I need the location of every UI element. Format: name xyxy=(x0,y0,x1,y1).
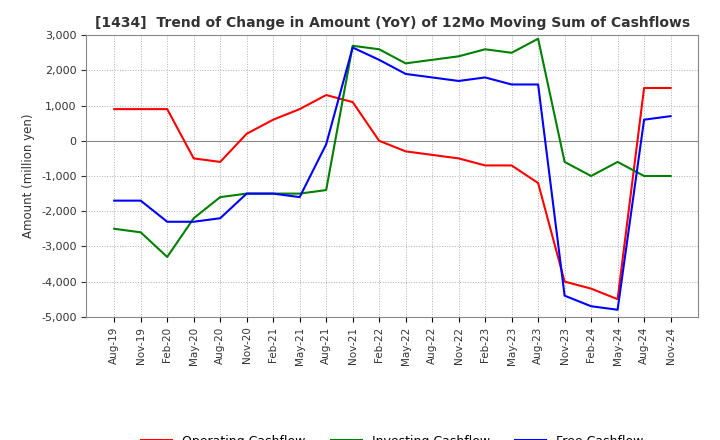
Operating Cashflow xyxy=(269,117,277,122)
Operating Cashflow xyxy=(163,106,171,112)
Free Cashflow xyxy=(666,114,675,119)
Investing Cashflow xyxy=(163,254,171,260)
Free Cashflow xyxy=(322,142,330,147)
Investing Cashflow xyxy=(136,230,145,235)
Operating Cashflow xyxy=(508,163,516,168)
Free Cashflow xyxy=(136,198,145,203)
Operating Cashflow xyxy=(216,159,225,165)
Free Cashflow xyxy=(269,191,277,196)
Operating Cashflow xyxy=(136,106,145,112)
Operating Cashflow xyxy=(481,163,490,168)
Investing Cashflow xyxy=(666,173,675,179)
Free Cashflow xyxy=(560,293,569,298)
Free Cashflow xyxy=(401,71,410,77)
Free Cashflow xyxy=(348,45,357,50)
Investing Cashflow xyxy=(454,54,463,59)
Line: Free Cashflow: Free Cashflow xyxy=(114,48,670,310)
Investing Cashflow xyxy=(560,159,569,165)
Operating Cashflow xyxy=(534,180,542,186)
Free Cashflow xyxy=(295,194,304,200)
Y-axis label: Amount (million yen): Amount (million yen) xyxy=(22,114,35,238)
Free Cashflow xyxy=(534,82,542,87)
Investing Cashflow xyxy=(216,194,225,200)
Line: Operating Cashflow: Operating Cashflow xyxy=(114,88,670,299)
Investing Cashflow xyxy=(243,191,251,196)
Operating Cashflow xyxy=(640,85,649,91)
Investing Cashflow xyxy=(587,173,595,179)
Legend: Operating Cashflow, Investing Cashflow, Free Cashflow: Operating Cashflow, Investing Cashflow, … xyxy=(136,430,649,440)
Free Cashflow xyxy=(243,191,251,196)
Investing Cashflow xyxy=(189,216,198,221)
Free Cashflow xyxy=(587,304,595,309)
Investing Cashflow xyxy=(348,43,357,48)
Investing Cashflow xyxy=(269,191,277,196)
Free Cashflow xyxy=(163,219,171,224)
Investing Cashflow xyxy=(613,159,622,165)
Operating Cashflow xyxy=(243,131,251,136)
Free Cashflow xyxy=(375,57,384,62)
Free Cashflow xyxy=(216,216,225,221)
Operating Cashflow xyxy=(587,286,595,291)
Investing Cashflow xyxy=(508,50,516,55)
Investing Cashflow xyxy=(534,36,542,41)
Investing Cashflow xyxy=(110,226,119,231)
Operating Cashflow xyxy=(560,279,569,284)
Operating Cashflow xyxy=(189,156,198,161)
Operating Cashflow xyxy=(322,92,330,98)
Operating Cashflow xyxy=(110,106,119,112)
Free Cashflow xyxy=(508,82,516,87)
Operating Cashflow xyxy=(348,99,357,105)
Line: Investing Cashflow: Investing Cashflow xyxy=(114,39,670,257)
Operating Cashflow xyxy=(613,297,622,302)
Operating Cashflow xyxy=(295,106,304,112)
Free Cashflow xyxy=(428,75,436,80)
Investing Cashflow xyxy=(322,187,330,193)
Operating Cashflow xyxy=(401,149,410,154)
Free Cashflow xyxy=(613,307,622,312)
Investing Cashflow xyxy=(375,47,384,52)
Investing Cashflow xyxy=(481,47,490,52)
Operating Cashflow xyxy=(454,156,463,161)
Free Cashflow xyxy=(189,219,198,224)
Operating Cashflow xyxy=(375,138,384,143)
Investing Cashflow xyxy=(295,191,304,196)
Operating Cashflow xyxy=(428,152,436,158)
Free Cashflow xyxy=(481,75,490,80)
Investing Cashflow xyxy=(401,61,410,66)
Free Cashflow xyxy=(454,78,463,84)
Title: [1434]  Trend of Change in Amount (YoY) of 12Mo Moving Sum of Cashflows: [1434] Trend of Change in Amount (YoY) o… xyxy=(95,16,690,30)
Free Cashflow xyxy=(640,117,649,122)
Free Cashflow xyxy=(110,198,119,203)
Operating Cashflow xyxy=(666,85,675,91)
Investing Cashflow xyxy=(640,173,649,179)
Investing Cashflow xyxy=(428,57,436,62)
